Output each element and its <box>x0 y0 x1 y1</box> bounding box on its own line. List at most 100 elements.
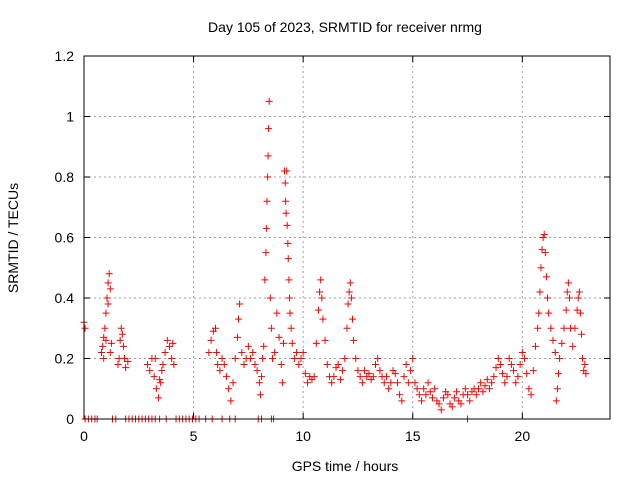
data-point <box>268 355 276 362</box>
y-tick-label: 0.6 <box>55 230 75 246</box>
data-point <box>380 379 388 387</box>
data-point <box>494 355 502 362</box>
data-point <box>457 400 465 408</box>
y-tick-label: 0.8 <box>55 169 75 185</box>
data-point <box>354 367 362 375</box>
data-point <box>212 324 219 332</box>
y-tick-label: 1 <box>66 109 74 125</box>
data-point <box>260 342 268 350</box>
data-point <box>574 294 582 302</box>
data-point <box>227 397 235 405</box>
data-point <box>169 339 177 347</box>
data-point <box>426 388 434 396</box>
data-point <box>323 361 331 369</box>
data-point <box>348 315 356 323</box>
data-point <box>284 240 292 248</box>
data-point <box>116 336 124 344</box>
data-point <box>282 209 290 217</box>
data-point <box>529 367 537 375</box>
data-point <box>569 342 577 350</box>
data-point <box>321 336 329 344</box>
data-point <box>213 348 221 356</box>
data-point <box>146 367 154 375</box>
data-point <box>512 379 520 387</box>
data-point <box>477 379 485 387</box>
data-point <box>264 173 272 181</box>
data-point <box>287 324 295 332</box>
data-point <box>290 355 298 362</box>
data-point <box>253 367 261 375</box>
data-point <box>220 361 228 369</box>
y-axis-label: SRMTID / TECUs <box>5 183 21 293</box>
data-point <box>507 361 515 369</box>
data-point <box>564 279 572 287</box>
data-point <box>98 348 106 356</box>
data-point <box>163 336 171 344</box>
data-point <box>534 324 542 332</box>
data-point <box>273 309 281 317</box>
data-point <box>485 385 493 393</box>
data-point <box>151 355 159 362</box>
data-point <box>501 379 509 387</box>
data-point <box>119 342 127 350</box>
data-point <box>466 397 474 405</box>
x-tick-label: 15 <box>405 428 421 444</box>
data-point <box>531 342 539 350</box>
data-point <box>435 400 443 408</box>
x-tick-label: 10 <box>295 428 311 444</box>
data-point <box>231 355 239 362</box>
data-point <box>244 342 252 350</box>
data-point <box>391 370 399 378</box>
data-point <box>411 379 419 387</box>
data-point <box>288 339 296 347</box>
data-point <box>361 367 369 375</box>
data-point <box>505 355 513 362</box>
data-point <box>205 348 213 356</box>
data-point <box>317 276 325 284</box>
data-point <box>152 385 160 393</box>
data-point <box>262 224 270 232</box>
data-point <box>346 279 354 287</box>
data-point <box>117 324 125 332</box>
data-point <box>396 391 404 399</box>
data-point <box>261 276 269 284</box>
data-point <box>249 348 257 356</box>
data-point <box>393 379 401 387</box>
data-point <box>376 367 384 375</box>
data-point <box>479 388 487 396</box>
data-point <box>336 376 344 384</box>
data-point <box>343 324 351 332</box>
data-point <box>297 355 305 362</box>
data-point <box>107 339 115 347</box>
data-point <box>159 361 167 369</box>
data-point <box>256 391 264 399</box>
plot-frame <box>83 55 611 420</box>
data-point <box>286 309 294 317</box>
data-point <box>575 288 583 296</box>
data-point <box>122 364 130 372</box>
data-point <box>281 179 289 187</box>
data-point <box>121 355 129 362</box>
data-point <box>310 373 318 381</box>
data-point <box>579 355 587 362</box>
data-point <box>295 361 303 369</box>
data-point <box>104 279 112 287</box>
data-point <box>365 370 373 378</box>
x-tick-label: 0 <box>80 428 88 444</box>
data-point <box>263 197 271 205</box>
data-point <box>240 361 248 369</box>
data-point <box>106 285 114 293</box>
data-point <box>418 397 426 405</box>
data-point <box>450 394 458 402</box>
data-point <box>556 355 564 362</box>
data-point <box>518 348 526 356</box>
data-point <box>266 294 274 302</box>
data-point <box>374 355 382 362</box>
data-point <box>233 333 241 341</box>
data-point <box>516 361 524 369</box>
data-point <box>285 276 293 284</box>
data-point <box>431 385 439 393</box>
data-point <box>150 373 158 381</box>
data-point <box>461 385 469 393</box>
data-point <box>525 385 533 393</box>
